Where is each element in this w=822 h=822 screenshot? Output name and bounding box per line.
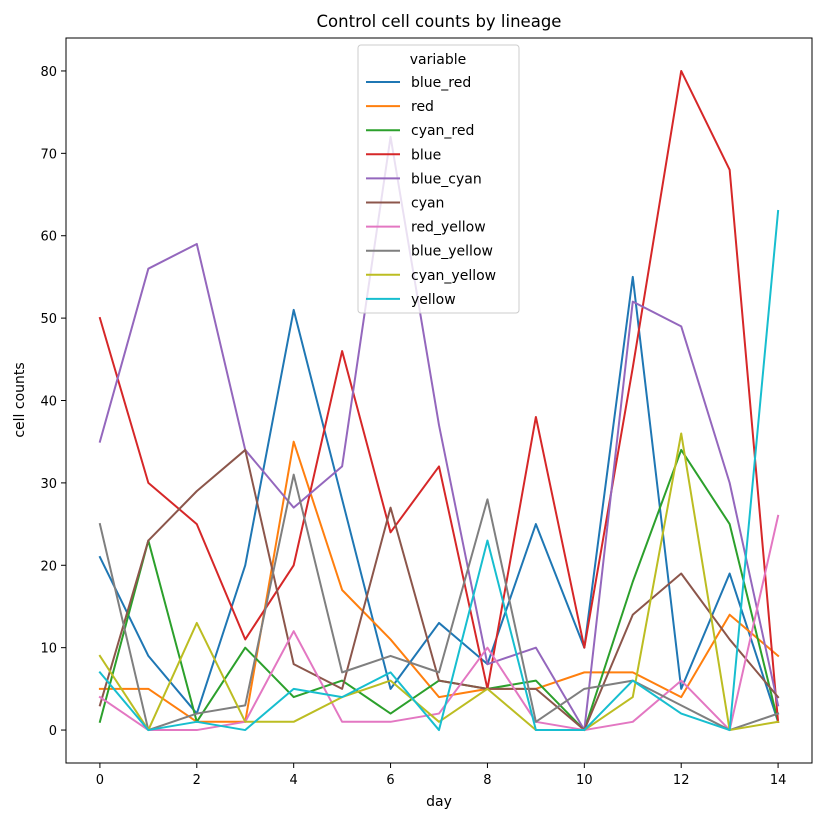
legend-label-cyan: cyan (411, 196, 444, 212)
y-tick-label: 10 (40, 642, 57, 657)
x-axis-label: day (426, 794, 452, 810)
y-tick-label: 40 (40, 395, 57, 410)
x-axis: 0 2 4 6 8 10 12 14 (96, 763, 787, 788)
legend-label-cyan-yellow: cyan_yellow (411, 268, 496, 284)
y-tick-label: 0 (49, 724, 57, 739)
y-axis: 0 10 20 30 40 50 60 70 80 (40, 65, 66, 739)
y-tick-label: 80 (40, 65, 57, 80)
series-line-blue-red (98, 275, 780, 724)
legend-label-blue: blue (411, 147, 441, 163)
x-tick-label: 6 (386, 773, 394, 788)
y-tick-label: 50 (40, 312, 57, 327)
legend-label-blue-yellow: blue_yellow (411, 244, 493, 260)
series-line-cyan (98, 448, 780, 732)
x-tick-label: 14 (770, 773, 787, 788)
legend-label-red: red (411, 99, 434, 115)
y-tick-label: 20 (40, 559, 57, 574)
series-line-red (98, 440, 780, 723)
series-line-blue (98, 69, 780, 723)
y-axis-label: cell counts (12, 362, 28, 437)
y-tick-label: 30 (40, 477, 57, 492)
y-tick-label: 70 (40, 147, 57, 162)
y-tick-label: 60 (40, 230, 57, 245)
series-line-blue-cyan (98, 135, 780, 732)
legend-box (357, 44, 520, 314)
series-lines (98, 69, 780, 732)
legend-label-cyan-red: cyan_red (411, 123, 474, 139)
legend-label-blue-red: blue_red (411, 75, 471, 91)
legend-label-red-yellow: red_yellow (411, 220, 486, 236)
legend-title: variable (410, 52, 466, 68)
series-line-yellow (98, 209, 780, 732)
series-line-blue-yellow (98, 473, 780, 732)
x-tick-label: 4 (290, 773, 298, 788)
series-line-red-yellow (98, 514, 780, 732)
x-tick-label: 10 (576, 773, 593, 788)
legend-label-yellow: yellow (411, 292, 456, 308)
chart-title: Control cell counts by lineage (317, 12, 562, 31)
x-tick-label: 12 (673, 773, 690, 788)
x-tick-label: 2 (193, 773, 201, 788)
legend-label-blue-cyan: blue_cyan (411, 171, 482, 187)
x-tick-label: 8 (483, 773, 491, 788)
x-tick-label: 0 (96, 773, 104, 788)
series-line-cyan-yellow (98, 432, 780, 732)
